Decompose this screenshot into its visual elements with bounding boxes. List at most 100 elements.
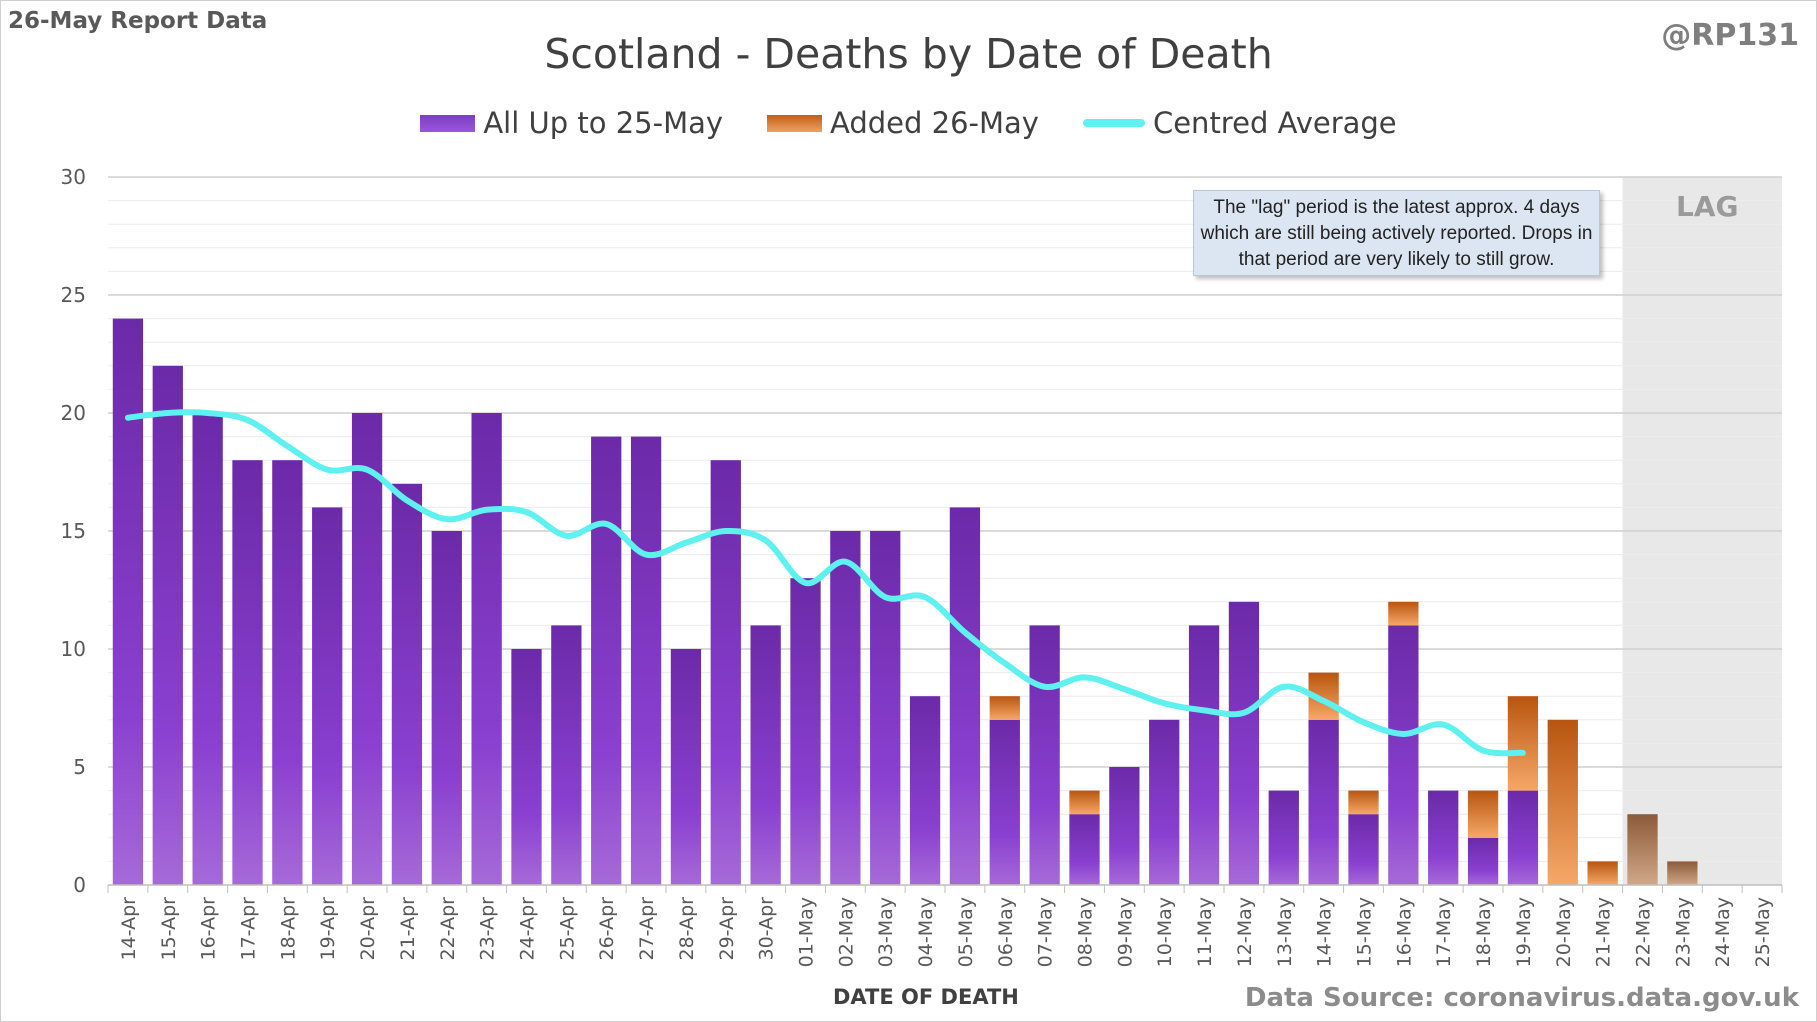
bar-previous bbox=[192, 413, 223, 885]
bar-previous bbox=[630, 436, 662, 885]
x-tick-label: 21-Apr bbox=[397, 897, 419, 961]
bar-added bbox=[1587, 861, 1618, 885]
x-tick-label: 23-May bbox=[1672, 897, 1694, 967]
bar-previous bbox=[1467, 837, 1499, 885]
legend-item-previous: All Up to 25-May bbox=[420, 106, 723, 140]
bar-previous bbox=[1308, 719, 1339, 885]
bar-added bbox=[1348, 790, 1379, 815]
x-tick-label: 06-May bbox=[995, 897, 1017, 967]
y-tick-label: 15 bbox=[61, 519, 86, 543]
legend: All Up to 25-May Added 26-May Centred Av… bbox=[0, 106, 1817, 140]
x-tick-label: 02-May bbox=[835, 897, 857, 967]
x-tick-label: 04-May bbox=[915, 897, 937, 967]
bar-previous bbox=[1188, 625, 1220, 885]
legend-label-average: Centred Average bbox=[1152, 106, 1397, 140]
x-tick-label: 25-Apr bbox=[556, 897, 578, 961]
bar-previous bbox=[1348, 814, 1379, 885]
bar-previous bbox=[1388, 625, 1419, 885]
x-tick-label: 27-Apr bbox=[636, 897, 658, 961]
y-tick-label: 5 bbox=[73, 755, 86, 779]
chart-title: Scotland - Deaths by Date of Death bbox=[544, 30, 1273, 78]
x-tick-label: 05-May bbox=[955, 897, 977, 967]
x-tick-label: 15-Apr bbox=[158, 897, 180, 961]
x-tick-label: 24-Apr bbox=[517, 897, 539, 961]
bar-previous bbox=[870, 531, 901, 885]
legend-item-added: Added 26-May bbox=[767, 106, 1039, 140]
bar-previous bbox=[431, 531, 462, 885]
bar-previous bbox=[909, 696, 941, 885]
bar-previous bbox=[312, 507, 343, 885]
bar-added bbox=[1467, 790, 1499, 838]
bar-added bbox=[1667, 861, 1698, 885]
x-tick-label: 17-Apr bbox=[238, 897, 260, 961]
x-tick-label: 08-May bbox=[1075, 897, 1097, 967]
bar-previous bbox=[1029, 625, 1060, 885]
bar-previous bbox=[391, 483, 423, 885]
x-axis-label: DATE OF DEATH bbox=[833, 985, 1019, 1009]
x-tick-label: 24-May bbox=[1712, 897, 1734, 967]
bar-previous bbox=[1069, 814, 1100, 885]
x-tick-label: 15-May bbox=[1354, 897, 1376, 967]
bar-previous bbox=[790, 578, 821, 885]
bar-previous bbox=[232, 460, 263, 885]
bar-previous bbox=[710, 460, 741, 885]
x-tick-label: 20-May bbox=[1553, 897, 1575, 967]
bar-previous bbox=[1507, 790, 1539, 885]
bar-previous bbox=[949, 507, 981, 885]
bar-previous bbox=[591, 436, 622, 885]
bar-previous bbox=[1149, 719, 1180, 885]
bar-previous bbox=[1228, 601, 1260, 885]
y-tick-label: 10 bbox=[61, 637, 86, 661]
x-tick-label: 03-May bbox=[875, 897, 897, 967]
y-tick-label: 30 bbox=[61, 165, 86, 189]
x-tick-label: 23-Apr bbox=[477, 897, 499, 961]
bar-previous bbox=[551, 625, 582, 885]
x-tick-label: 10-May bbox=[1154, 897, 1176, 967]
bar-previous bbox=[152, 365, 183, 885]
bar-previous bbox=[1428, 790, 1459, 885]
x-tick-label: 18-Apr bbox=[277, 897, 299, 961]
x-tick-label: 29-Apr bbox=[716, 897, 738, 961]
legend-item-average: Centred Average bbox=[1082, 106, 1397, 140]
x-tick-label: 22-Apr bbox=[437, 897, 459, 961]
bar-previous bbox=[351, 413, 383, 885]
bar-previous bbox=[1109, 767, 1140, 885]
x-tick-label: 11-May bbox=[1194, 897, 1216, 967]
bar-added bbox=[1507, 696, 1539, 791]
x-tick-label: 16-Apr bbox=[198, 897, 220, 961]
lag-note: The "lag" period is the latest approx. 4… bbox=[1193, 190, 1600, 276]
x-tick-label: 19-May bbox=[1513, 897, 1535, 967]
x-tick-label: 14-Apr bbox=[118, 897, 140, 961]
x-tick-label: 13-May bbox=[1274, 897, 1296, 967]
author-handle: @RP131 bbox=[1661, 18, 1799, 53]
bar-added bbox=[989, 696, 1020, 720]
x-tick-label: 16-May bbox=[1393, 897, 1415, 967]
bar-added bbox=[1627, 814, 1658, 885]
x-tick-label: 21-May bbox=[1593, 897, 1615, 967]
bar-previous bbox=[112, 318, 144, 886]
average-line bbox=[124, 409, 1526, 757]
data-source: Data Source: coronavirus.data.gov.uk bbox=[1244, 983, 1799, 1013]
bar-previous bbox=[471, 413, 502, 885]
bar-previous bbox=[670, 649, 702, 885]
x-tick-label: 01-May bbox=[796, 897, 818, 967]
x-tick-label: 22-May bbox=[1633, 897, 1655, 967]
x-tick-label: 17-May bbox=[1433, 897, 1455, 967]
y-tick-label: 20 bbox=[61, 401, 86, 425]
y-tick-label: 0 bbox=[73, 873, 86, 897]
bar-previous bbox=[272, 460, 303, 885]
report-tag: 26-May Report Data bbox=[8, 8, 268, 34]
bar-added bbox=[1547, 719, 1578, 885]
x-tick-label: 26-Apr bbox=[596, 897, 618, 961]
bar-previous bbox=[989, 719, 1020, 885]
bar-added bbox=[1069, 790, 1100, 815]
x-tick-label: 12-May bbox=[1234, 897, 1256, 967]
y-tick-label: 25 bbox=[61, 283, 86, 307]
x-tick-label: 25-May bbox=[1752, 897, 1774, 967]
x-tick-label: 30-Apr bbox=[756, 897, 778, 961]
legend-label-previous: All Up to 25-May bbox=[483, 106, 724, 140]
legend-label-added: Added 26-May bbox=[830, 106, 1039, 140]
lag-label: LAG bbox=[1676, 190, 1739, 223]
x-tick-label: 18-May bbox=[1473, 897, 1495, 967]
